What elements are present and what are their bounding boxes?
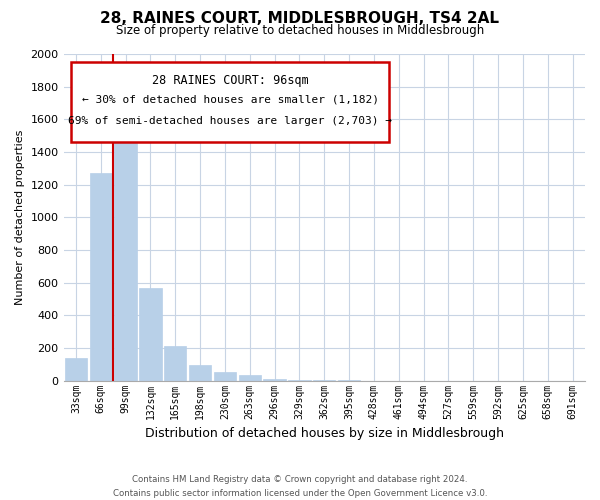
Bar <box>139 288 161 380</box>
Text: ← 30% of detached houses are smaller (1,182): ← 30% of detached houses are smaller (1,… <box>82 95 379 105</box>
Text: 28 RAINES COURT: 96sqm: 28 RAINES COURT: 96sqm <box>152 74 309 86</box>
X-axis label: Distribution of detached houses by size in Middlesbrough: Distribution of detached houses by size … <box>145 427 504 440</box>
FancyBboxPatch shape <box>71 62 389 142</box>
Text: 69% of semi-detached houses are larger (2,703) →: 69% of semi-detached houses are larger (… <box>68 116 392 126</box>
Bar <box>239 375 261 380</box>
Bar <box>263 379 286 380</box>
Bar <box>65 358 87 380</box>
Bar <box>89 173 112 380</box>
Text: Contains HM Land Registry data © Crown copyright and database right 2024.
Contai: Contains HM Land Registry data © Crown c… <box>113 476 487 498</box>
Bar <box>189 365 211 380</box>
Bar <box>164 346 187 380</box>
Y-axis label: Number of detached properties: Number of detached properties <box>15 130 25 305</box>
Text: 28, RAINES COURT, MIDDLESBROUGH, TS4 2AL: 28, RAINES COURT, MIDDLESBROUGH, TS4 2AL <box>101 11 499 26</box>
Text: Size of property relative to detached houses in Middlesbrough: Size of property relative to detached ho… <box>116 24 484 37</box>
Bar <box>115 124 137 380</box>
Bar <box>214 372 236 380</box>
